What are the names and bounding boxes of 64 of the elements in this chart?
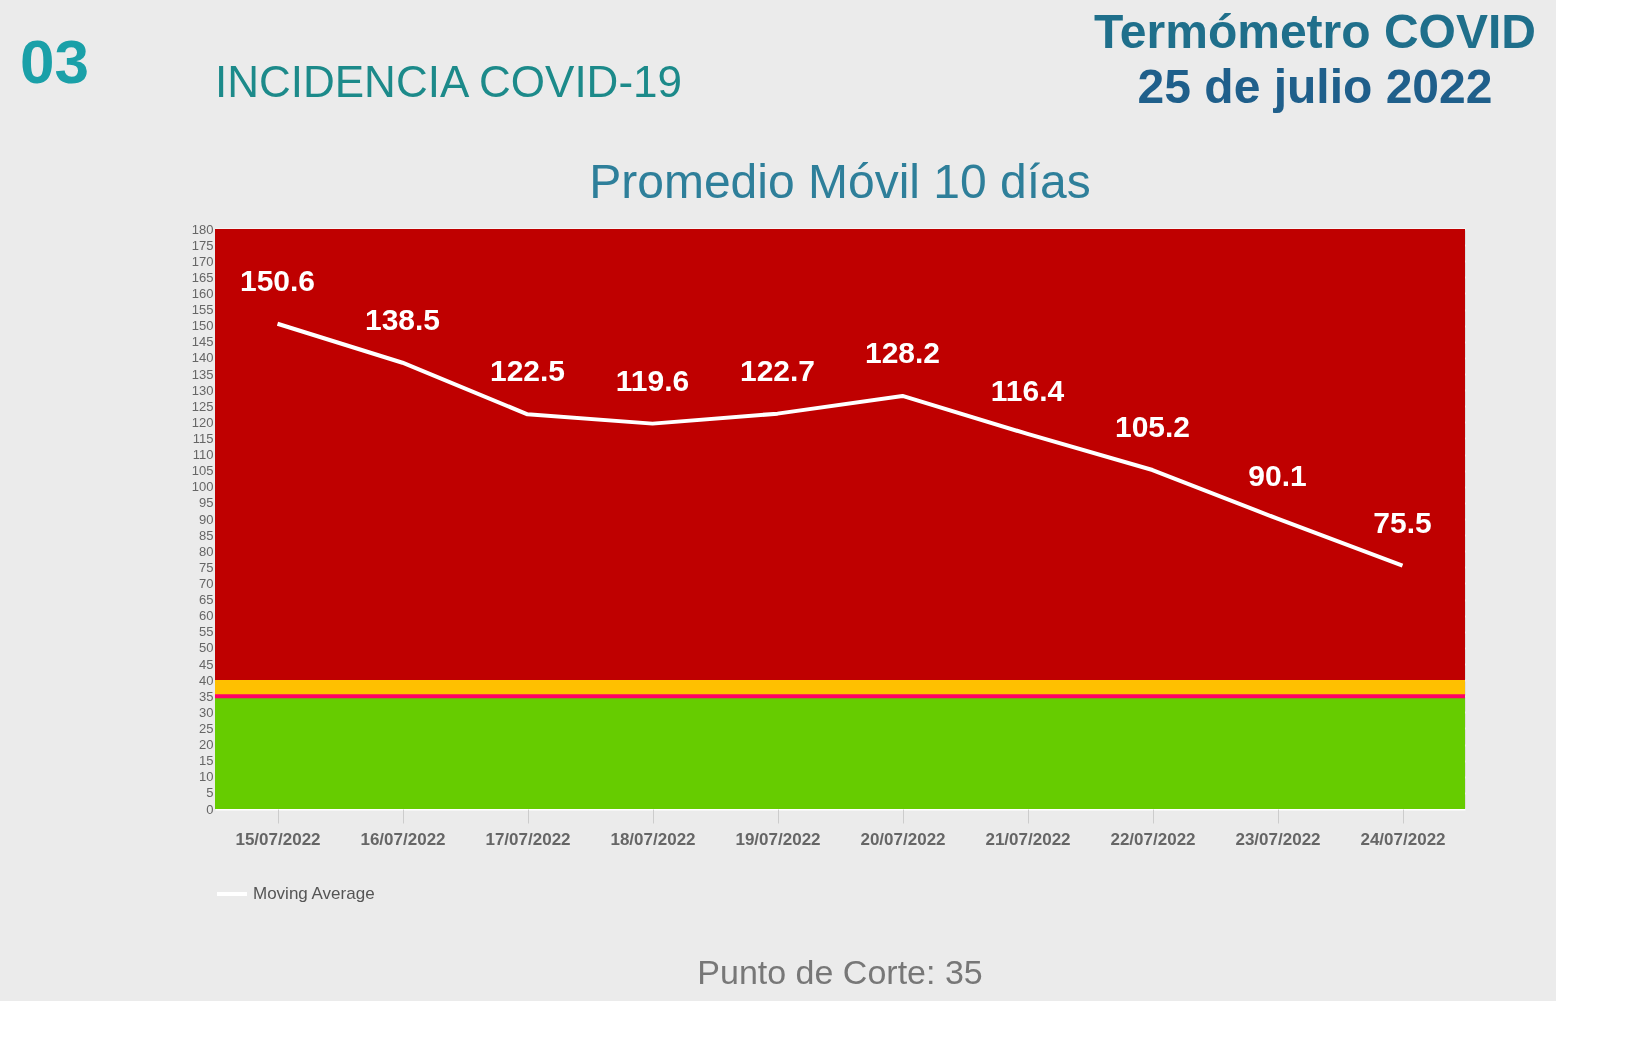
x-tick-label: 17/07/2022 [485, 829, 571, 849]
data-label: 119.6 [615, 363, 690, 397]
y-tick-label: 180 [191, 221, 214, 237]
x-tick-label: 18/07/2022 [610, 829, 696, 849]
y-tick-label: 75 [199, 559, 214, 575]
y-tick-label: 175 [191, 237, 214, 253]
y-tick-label: 160 [191, 285, 214, 301]
y-tick-label: 80 [199, 543, 214, 559]
data-label: 122.5 [489, 354, 566, 388]
text: 25 de julio 2022 [1137, 60, 1493, 113]
y-tick-label: 60 [199, 608, 214, 624]
x-tick-label: 20/07/2022 [860, 829, 946, 849]
y-tick-label: 5 [206, 785, 214, 801]
y-tick-label: 40 [199, 672, 214, 688]
x-tick-label: 19/07/2022 [735, 829, 821, 849]
y-tick-label: 120 [191, 414, 214, 430]
x-tick-label: 23/07/2022 [1235, 829, 1321, 849]
x-tick-label: 22/07/2022 [1110, 829, 1196, 849]
y-tick-label: 15 [199, 753, 214, 769]
y-tick-label: 10 [199, 769, 214, 785]
data-label: 90.1 [1248, 458, 1307, 492]
y-tick-label: 125 [191, 398, 214, 414]
y-tick-label: 35 [199, 688, 214, 704]
x-tick-label: 24/07/2022 [1360, 829, 1446, 849]
data-label: 128.2 [864, 335, 941, 369]
text: Punto de Corte: 35 [697, 953, 983, 991]
y-tick-label: 70 [199, 575, 214, 591]
y-tick-label: 115 [192, 430, 214, 446]
text: 03 [20, 27, 89, 96]
y-tick-label: 85 [199, 527, 214, 543]
data-label: 138.5 [364, 302, 441, 336]
text: INCIDENCIA COVID-19 [215, 57, 682, 106]
y-tick-label: 30 [199, 704, 214, 720]
y-tick-label: 50 [199, 640, 214, 656]
y-tick-label: 155 [191, 302, 214, 318]
chart-title: Promedio Móvil 10 días [589, 155, 1091, 208]
x-tick-label: 15/07/2022 [235, 829, 321, 849]
y-tick-label: 65 [199, 592, 214, 608]
data-label: 122.7 [739, 353, 816, 387]
y-tick-label: 55 [199, 624, 214, 640]
y-tick-label: 150 [191, 318, 214, 334]
y-tick-label: 110 [192, 447, 214, 463]
data-label: 105.2 [1114, 410, 1191, 444]
y-tick-label: 95 [199, 495, 214, 511]
y-tick-label: 25 [199, 720, 214, 736]
x-tick-label: 21/07/2022 [985, 829, 1071, 849]
y-tick-label: 165 [191, 269, 214, 285]
y-tick-label: 100 [191, 479, 214, 495]
x-tick-label: 16/07/2022 [360, 829, 446, 849]
y-tick-label: 135 [191, 366, 214, 382]
y-tick-label: 130 [191, 382, 214, 398]
y-tick-label: 170 [191, 253, 214, 269]
data-label: 150.6 [239, 263, 316, 297]
text: Termómetro COVID [1094, 5, 1536, 58]
y-tick-label: 90 [199, 511, 214, 527]
y-tick-label: 105 [191, 463, 214, 479]
y-tick-label: 20 [199, 737, 214, 753]
data-label: 116.4 [990, 373, 1065, 407]
y-tick-label: 145 [191, 334, 214, 350]
legend-label: Moving Average [253, 884, 375, 903]
y-tick-label: 0 [206, 801, 214, 817]
y-tick-label: 45 [199, 656, 214, 672]
y-tick-label: 140 [191, 350, 214, 366]
data-label: 75.5 [1373, 505, 1432, 539]
